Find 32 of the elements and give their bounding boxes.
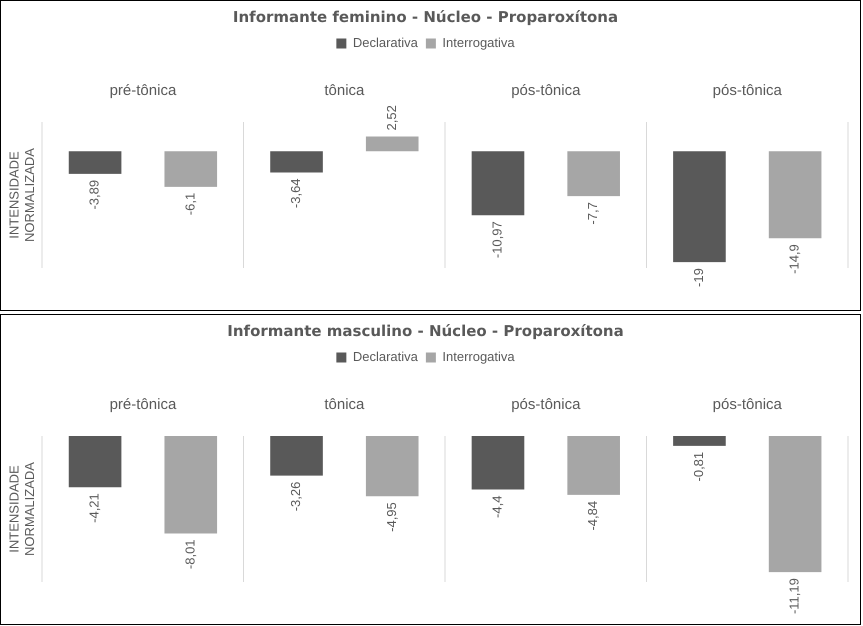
data-label: -4,95	[384, 502, 399, 532]
x-tick-label: pré-tônica	[110, 396, 177, 414]
data-label: -14,9	[786, 244, 802, 274]
data-label: -3,26	[288, 482, 304, 512]
y-axis-title: INTENSIDADE NORMALIZADA	[6, 462, 37, 556]
data-label: -10,97	[490, 221, 505, 258]
data-label: -6,1	[182, 192, 198, 216]
x-tick-label: pós-tônica	[511, 396, 582, 414]
legend-label: Declarativa	[352, 35, 419, 50]
x-tick-label: pós-tônica	[511, 82, 582, 100]
data-label: -4,4	[490, 496, 505, 518]
data-label: -3,64	[288, 178, 304, 208]
data-label: -11,19	[786, 578, 802, 614]
x-tick-label: tônica	[324, 82, 366, 100]
data-label: -3,89	[86, 180, 102, 210]
x-tick-label: pré-tônica	[110, 82, 177, 100]
data-label: -4,21	[86, 493, 102, 523]
data-label: -19	[691, 268, 706, 287]
y-axis-title: INTENSIDADE NORMALIZADA	[6, 148, 37, 242]
legend-label: Interrogativa	[442, 349, 516, 364]
data-label: -4,84	[585, 500, 600, 531]
x-tick-label: pós-tônica	[712, 82, 783, 100]
legend-label: Interrogativa	[442, 35, 516, 50]
data-label: -0,81	[691, 452, 706, 482]
data-label: -7,7	[585, 202, 600, 225]
data-label: 2,52	[384, 105, 399, 130]
x-tick-label: pós-tônica	[712, 396, 783, 414]
legend-label: Declarativa	[352, 349, 419, 364]
chart-title: Informante masculino - Núcleo - Proparoxítona	[227, 322, 624, 340]
chart-title: Informante feminino - Núcleo - Proparoxítona	[232, 8, 618, 26]
x-tick-label: tônica	[324, 396, 366, 414]
data-label: -8,01	[182, 539, 198, 570]
